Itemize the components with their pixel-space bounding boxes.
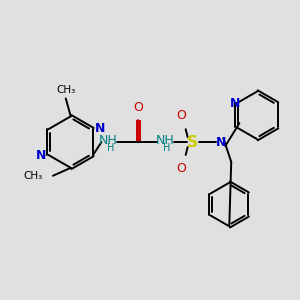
Text: S: S [187,135,198,150]
Text: H: H [107,143,114,153]
Text: N: N [95,122,105,135]
Text: O: O [133,101,143,114]
Text: N: N [230,97,241,110]
Text: H: H [163,143,170,153]
Text: O: O [176,162,186,175]
Text: CH₃: CH₃ [56,85,75,94]
Text: N: N [36,149,46,162]
Text: CH₃: CH₃ [24,171,43,181]
Text: NH: NH [155,134,174,147]
Text: N: N [216,136,226,148]
Text: O: O [176,109,186,122]
Text: NH: NH [99,134,118,147]
